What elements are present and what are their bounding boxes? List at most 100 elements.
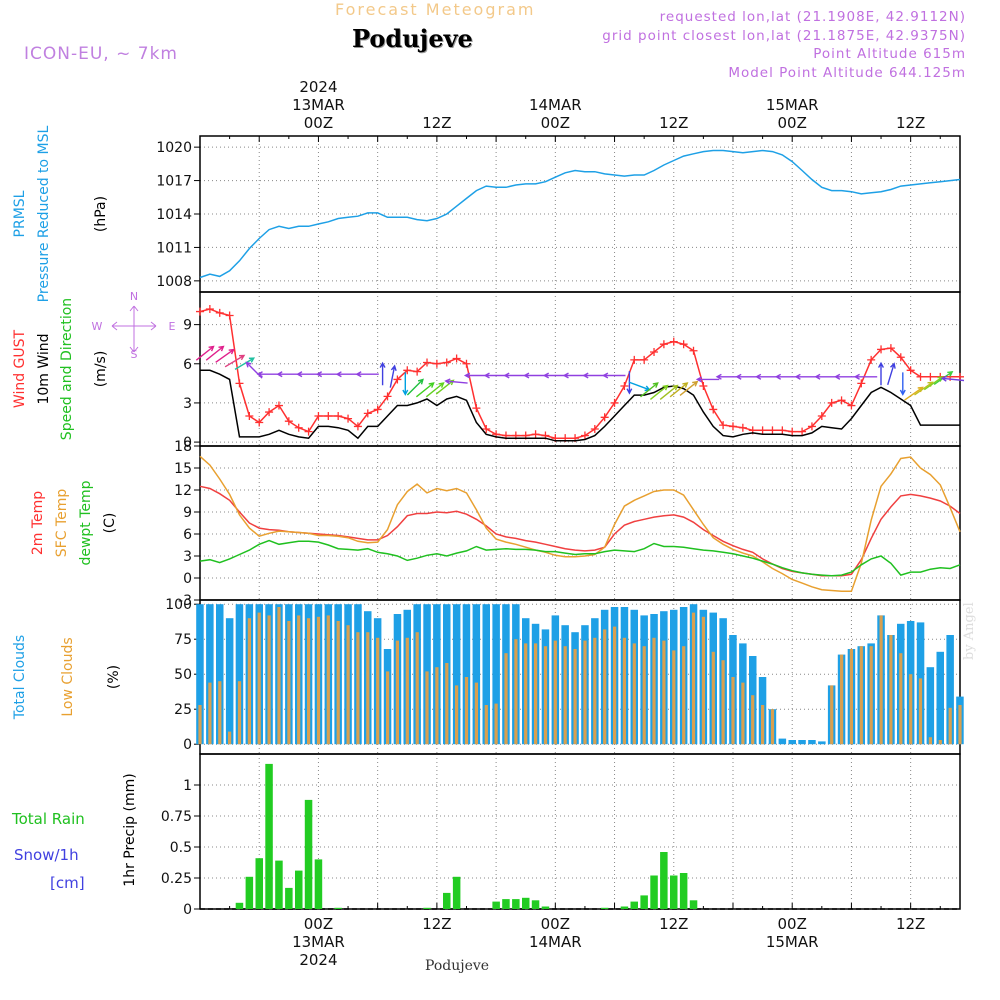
- wind-gust-line-point: [650, 348, 659, 357]
- wind-gust-label: Wind GUST: [12, 329, 28, 408]
- rain-bar: [314, 859, 323, 909]
- wind-gust-line-point: [926, 372, 935, 381]
- low-cloud-bar: [721, 660, 725, 745]
- wind-gust-line-point: [334, 411, 343, 420]
- y-tick-label: 9: [183, 505, 192, 521]
- wind-gust-line-point: [689, 346, 698, 355]
- wind-gust-line-point: [423, 358, 432, 367]
- low-cloud-bar: [267, 615, 271, 745]
- total-cloud-bar: [196, 604, 204, 745]
- low-cloud-bar: [326, 615, 330, 745]
- low-cloud-bar: [603, 629, 607, 745]
- low-cloud-bar: [849, 649, 853, 745]
- rain-bar: [295, 870, 303, 909]
- low-cloud-bar: [228, 731, 232, 745]
- low-cloud-bar: [247, 618, 251, 745]
- wind-direction-arrow: [425, 382, 445, 398]
- low-cloud-bar: [455, 685, 459, 745]
- wind-gust-line-point: [265, 408, 274, 417]
- wind-10m-line: [200, 369, 960, 442]
- wind-direction-arrow: [444, 378, 468, 385]
- y-tick-label: 75: [174, 632, 192, 648]
- low-clouds-label: Low Clouds: [60, 637, 76, 716]
- wind-direction-arrow: [215, 348, 235, 363]
- low-cloud-bar: [297, 615, 301, 745]
- bottom-hour-label: 00Z: [304, 915, 333, 933]
- low-cloud-bar: [474, 682, 478, 745]
- wind-gust-line-point: [807, 422, 816, 431]
- wind-gust-line-point: [274, 401, 283, 410]
- low-cloud-bar: [386, 671, 390, 745]
- low-cloud-bar: [761, 705, 765, 745]
- rain-bar: [522, 897, 530, 909]
- temp-unit-label: (C): [102, 513, 118, 534]
- wind-gust-line-point: [452, 354, 461, 363]
- rain-bar: [304, 799, 313, 909]
- low-cloud-bar: [287, 621, 291, 745]
- y-tick-label: 25: [174, 702, 192, 718]
- model-point-altitude: Model Point Altitude 644.125m: [728, 65, 966, 81]
- y-tick-label: 9: [183, 318, 192, 334]
- temp-2m-line: [199, 485, 961, 577]
- top-hour-label: 12Z: [659, 114, 688, 132]
- low-cloud-bar: [376, 637, 380, 745]
- y-tick-label: 1: [183, 778, 192, 794]
- total-cloud-bar: [946, 635, 954, 745]
- panel-frame-temperature: [199, 445, 961, 601]
- y-tick-label: 0: [183, 435, 192, 451]
- low-cloud-bar: [534, 643, 538, 745]
- low-cloud-bar: [741, 682, 745, 745]
- wind-direction-arrow: [406, 378, 424, 396]
- pressure-label-msl: Pressure Reduced to MSL: [36, 125, 52, 302]
- top-date-label: 13MAR: [292, 96, 345, 114]
- low-cloud-bar: [504, 653, 508, 745]
- dewpoint-label: dewpt Temp: [78, 480, 94, 565]
- panel-frame-clouds: [199, 599, 961, 755]
- wind-gust-line-point: [867, 355, 876, 364]
- low-cloud-bar: [395, 640, 399, 745]
- wind-gust-line-point: [590, 425, 599, 434]
- wind-gust-line-point: [699, 381, 708, 390]
- low-cloud-bar: [336, 621, 340, 745]
- model-name: ICON-EU, ~ 7km: [24, 44, 178, 64]
- wind-direction-arrow: [679, 380, 699, 396]
- low-cloud-bar: [257, 612, 261, 745]
- total-cloud-bar: [492, 604, 500, 745]
- low-cloud-bar: [445, 663, 449, 745]
- top-hour-label: 12Z: [896, 114, 925, 132]
- wind-gust-line-point: [373, 405, 382, 414]
- low-cloud-bar: [307, 618, 311, 745]
- wind-gust-line-point: [432, 359, 441, 368]
- wind-gust-line-point: [383, 392, 392, 401]
- wind-gust-line-point: [442, 358, 451, 367]
- low-cloud-bar: [948, 707, 952, 745]
- wind-gust-line-point: [906, 366, 915, 375]
- rain-bar: [492, 901, 500, 909]
- wind-gust-line-point: [215, 308, 224, 317]
- pressure-line: [199, 149, 961, 279]
- wind-gust-line-point: [363, 409, 372, 418]
- low-cloud-bar: [613, 626, 617, 745]
- total-cloud-bar: [798, 740, 806, 745]
- wind-direction-arrow: [542, 372, 567, 379]
- wind-gust-line-point: [225, 311, 234, 320]
- low-cloud-bar: [691, 612, 696, 745]
- low-cloud-bar: [938, 740, 942, 745]
- rain-bar: [689, 900, 698, 909]
- low-cloud-bar: [208, 682, 212, 745]
- low-cloud-bar: [879, 615, 883, 745]
- grid-point-coordinates: grid point closest lon,lat (21.1875E, 42…: [602, 28, 966, 44]
- meteogram-title: Forecast Meteogram: [335, 0, 536, 19]
- bottom-date-label: 15MAR: [766, 933, 819, 951]
- temp-sfc-label: SFC Temp: [54, 489, 70, 558]
- bottom-station-name: Podujeve: [425, 958, 490, 974]
- wind-gust-line-point: [669, 337, 678, 346]
- wind-10m-label: 10m Wind: [36, 333, 52, 404]
- wind-gust-line-point: [462, 359, 471, 368]
- wind-gust-line-point: [886, 344, 895, 353]
- wind-direction-arrow: [503, 372, 527, 379]
- wind-direction-arrow: [379, 361, 386, 386]
- low-cloud-bar: [425, 671, 429, 745]
- low-cloud-bar: [356, 632, 360, 745]
